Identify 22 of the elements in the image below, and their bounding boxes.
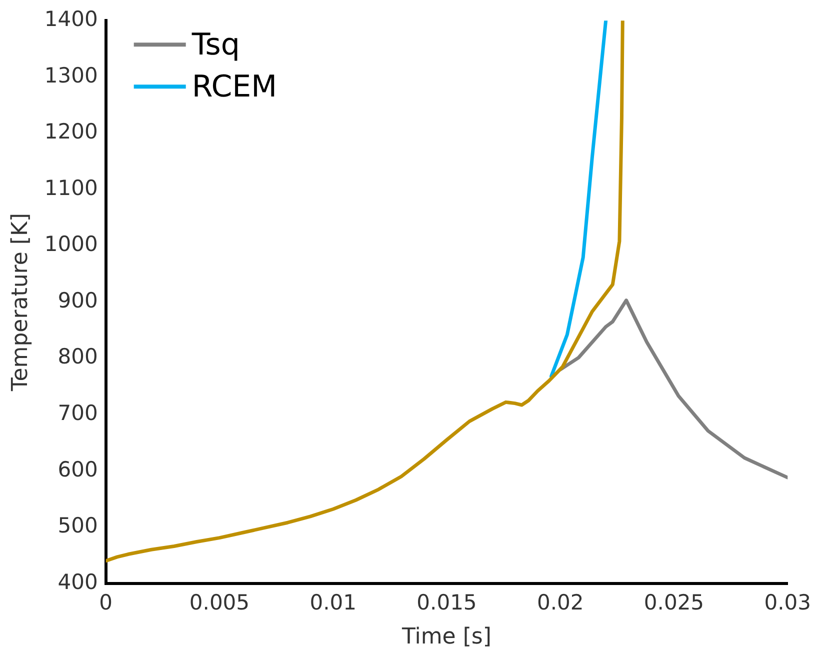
y-axis-title: Temperature [K] <box>8 213 33 392</box>
y-tick-label: 700 <box>58 401 98 426</box>
y-tick-label: 1200 <box>44 120 98 144</box>
x-tick-label: 0.03 <box>764 590 812 614</box>
x-tick-label: 0.015 <box>416 590 477 614</box>
y-tick-label: 1400 <box>44 7 98 32</box>
y-tick-label: 1100 <box>44 176 98 200</box>
x-tick-label: 0.005 <box>189 590 250 614</box>
x-axis-title: Time [s] <box>401 624 492 650</box>
x-tick-label: 0.025 <box>644 590 704 614</box>
legend-label: Tsq <box>190 27 240 62</box>
y-tick-label: 900 <box>58 288 98 312</box>
y-tick-label: 500 <box>58 514 98 538</box>
y-tick-label: 1300 <box>44 63 98 88</box>
y-tick-label: 400 <box>58 570 98 594</box>
x-tick-label: 0.01 <box>310 590 356 614</box>
y-tick-label: 1000 <box>44 232 98 256</box>
x-tick-label: 0 <box>99 590 113 614</box>
y-tick-label: 800 <box>58 344 98 369</box>
x-tick-label: 0.02 <box>536 590 584 614</box>
legend-label: RCEM <box>192 69 277 104</box>
y-tick-label: 600 <box>58 457 98 482</box>
